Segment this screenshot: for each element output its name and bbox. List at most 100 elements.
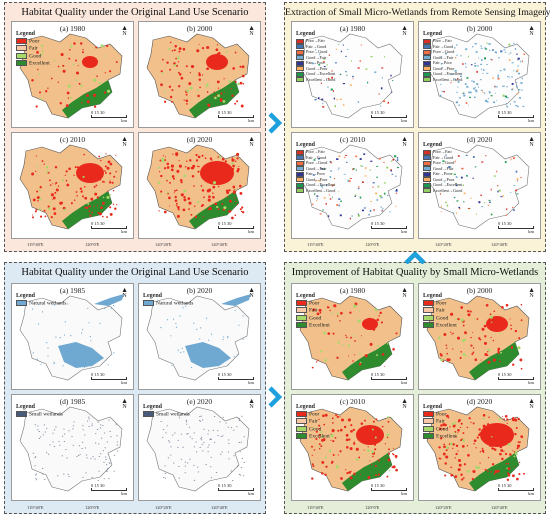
poor-patch — [188, 82, 192, 86]
change-patch — [504, 47, 506, 49]
change-patch — [516, 105, 519, 108]
poor-patch — [479, 432, 482, 435]
scale-bar: 0 15 30 km — [91, 372, 127, 385]
poor-patch — [369, 460, 371, 462]
small-wetland-patch — [180, 433, 183, 435]
poor-patch — [466, 445, 469, 447]
change-patch — [485, 48, 488, 50]
small-wetland-patch — [220, 453, 222, 455]
change-patch — [331, 76, 333, 79]
small-wetland-patch — [110, 436, 112, 438]
poor-patch — [313, 449, 316, 451]
change-patch — [380, 105, 382, 107]
change-patch — [445, 201, 447, 204]
poor-patch — [320, 445, 323, 448]
small-wetland-patch — [180, 458, 183, 460]
poor-patch — [395, 457, 397, 459]
change-patch — [503, 49, 506, 51]
poor-patch — [234, 160, 237, 162]
good-patch — [462, 353, 466, 356]
poor-patch — [491, 463, 495, 466]
change-patch — [518, 97, 522, 99]
poor-patch — [36, 190, 39, 193]
change-patch — [389, 211, 391, 213]
poor-patch — [189, 72, 191, 74]
wetland-patch — [199, 338, 201, 340]
poor-patch — [514, 329, 518, 333]
poor-patch — [108, 181, 112, 184]
poor-patch — [66, 91, 70, 95]
poor-patch — [193, 205, 196, 208]
poor-patch — [159, 159, 162, 162]
change-patch — [455, 54, 458, 56]
change-patch — [357, 101, 360, 103]
poor-patch — [81, 102, 83, 104]
good-patch — [440, 358, 444, 362]
good-patch — [377, 344, 379, 347]
legend-item: Good→Excellent — [423, 71, 462, 77]
poor-patch — [486, 423, 490, 426]
good-patch — [237, 60, 239, 63]
x-axis-tick: 120°0'E — [85, 505, 100, 510]
small-wetland-patch — [189, 436, 191, 438]
good-patch — [177, 56, 180, 59]
small-wetland-patch — [167, 457, 169, 459]
change-patch — [440, 211, 442, 213]
poor-patch — [501, 306, 504, 309]
small-wetland-patch — [49, 444, 51, 446]
good-patch — [364, 458, 366, 460]
poor-patch — [179, 73, 182, 76]
poor-patch — [343, 425, 347, 429]
poor-patch — [174, 195, 177, 199]
poor-patch — [196, 165, 199, 168]
good-patch — [330, 434, 334, 438]
small-wetland-patch — [222, 435, 224, 437]
change-patch — [462, 184, 464, 187]
small-wetland-patch — [58, 441, 60, 443]
poor-patch — [511, 347, 513, 350]
change-patch — [359, 165, 362, 167]
change-patch — [372, 182, 375, 184]
change-patch — [466, 85, 469, 88]
small-wetland-patch — [95, 442, 97, 444]
map-d: (d) 1985 ▲ N 0 15 30 km Legend Small wetlands — [11, 394, 134, 501]
change-patch — [477, 65, 479, 67]
poor-patch — [205, 176, 208, 178]
change-patch — [318, 180, 321, 182]
poor-patch — [107, 160, 111, 164]
wetland-patch — [107, 364, 109, 366]
poor-patch — [224, 160, 227, 163]
wetland-patch — [47, 347, 49, 349]
good-patch — [166, 191, 169, 194]
small-wetland-patch — [103, 432, 106, 434]
wetland-patch — [223, 336, 225, 338]
legend-title: Legend — [16, 293, 36, 299]
change-patch — [455, 183, 457, 185]
poor-patch — [318, 424, 321, 427]
good-patch — [226, 50, 229, 53]
change-patch — [314, 99, 317, 101]
poor-patch — [239, 81, 243, 85]
poor-patch — [339, 428, 343, 432]
poor-patch — [375, 474, 378, 477]
legend-item: Poor — [296, 300, 330, 307]
poor-patch — [194, 215, 198, 219]
poor-patch — [472, 347, 475, 349]
change-patch — [373, 209, 375, 211]
change-patch — [451, 173, 453, 175]
poor-patch — [347, 418, 351, 422]
poor-patch — [316, 361, 318, 363]
legend-item: Fair — [423, 307, 457, 314]
poor-patch — [505, 303, 509, 307]
change-patch — [474, 65, 477, 67]
poor-patch — [459, 356, 462, 359]
small-wetland-patch — [34, 457, 36, 459]
change-patch — [510, 52, 512, 54]
poor-patch — [169, 68, 172, 71]
urban-core — [82, 56, 98, 68]
poor-patch — [490, 336, 492, 339]
poor-patch — [171, 101, 174, 103]
change-patch — [463, 91, 465, 93]
poor-patch — [311, 454, 313, 456]
poor-patch — [193, 185, 195, 187]
